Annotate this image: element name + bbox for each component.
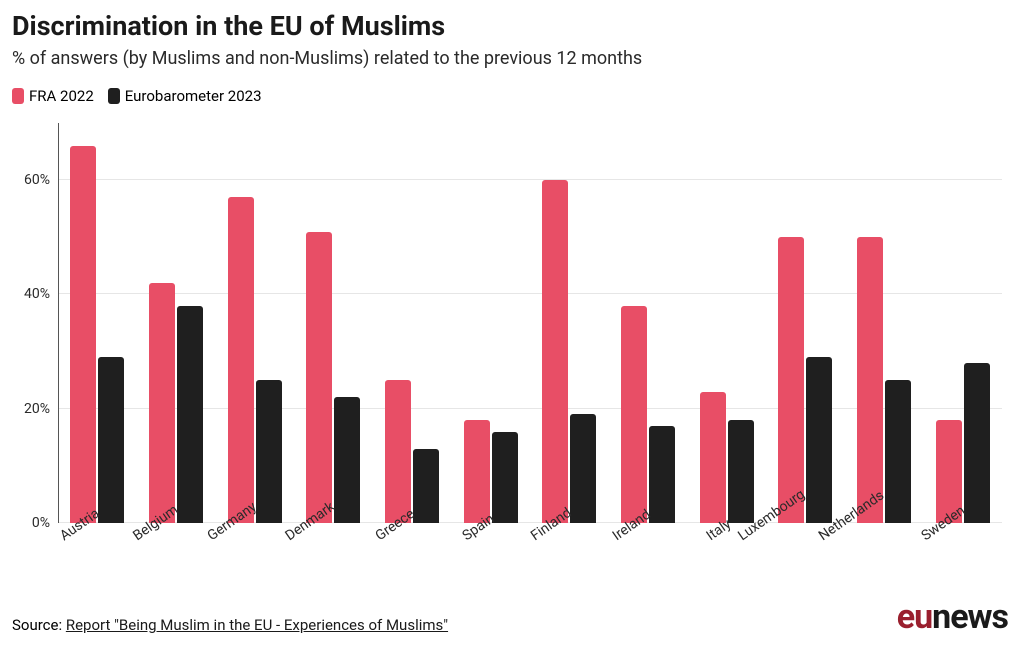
y-tick-label: 60%: [24, 172, 58, 188]
legend-swatch: [108, 88, 120, 104]
bar: [306, 232, 332, 523]
brand-logo: eunews: [897, 600, 1008, 634]
bar-group: [451, 123, 530, 523]
source-prefix: Source:: [12, 616, 66, 634]
chart-title: Discrimination in the EU of Muslims: [12, 10, 1008, 42]
chart-subtitle: % of answers (by Muslims and non-Muslims…: [12, 48, 1008, 69]
bar-group: [845, 123, 924, 523]
bar-group: [294, 123, 373, 523]
source-link[interactable]: Report "Being Muslim in the EU - Experie…: [66, 616, 448, 634]
legend: FRA 2022 Eurobarometer 2023: [12, 87, 1008, 105]
bar: [334, 397, 360, 523]
bar: [728, 420, 754, 523]
bar-group: [687, 123, 766, 523]
legend-item: Eurobarometer 2023: [108, 87, 262, 105]
bar: [857, 237, 883, 523]
bar-group: [137, 123, 216, 523]
brand-primary: eu: [897, 597, 932, 637]
bar: [700, 392, 726, 523]
x-axis-labels: AustriaBelgiumGermanyDenmarkGreeceSpainF…: [58, 523, 1002, 593]
bar: [964, 363, 990, 523]
bar: [778, 237, 804, 523]
bar: [228, 197, 254, 523]
bar-group: [373, 123, 452, 523]
y-tick-label: 0%: [32, 515, 58, 531]
bar-group: [530, 123, 609, 523]
legend-swatch: [12, 88, 24, 104]
brand-secondary: news: [932, 597, 1008, 637]
bar: [570, 414, 596, 523]
bar-group: [609, 123, 688, 523]
legend-label: FRA 2022: [29, 87, 94, 105]
bar: [98, 357, 124, 523]
bar: [256, 380, 282, 523]
bars-container: [58, 123, 1002, 523]
bar: [806, 357, 832, 523]
bar: [621, 306, 647, 523]
source-line: Source: Report "Being Muslim in the EU -…: [12, 616, 448, 634]
bar: [177, 306, 203, 523]
bar-group: [923, 123, 1002, 523]
y-tick-label: 40%: [24, 286, 58, 302]
legend-item: FRA 2022: [12, 87, 94, 105]
bar: [385, 380, 411, 523]
bar: [492, 432, 518, 523]
bar: [149, 283, 175, 523]
legend-label: Eurobarometer 2023: [125, 87, 262, 105]
bar-group: [215, 123, 294, 523]
chart-plot-area: 0%20%40%60%: [58, 123, 1002, 523]
bar: [542, 180, 568, 523]
bar: [464, 420, 490, 523]
bar: [413, 449, 439, 523]
y-tick-label: 20%: [24, 401, 58, 417]
bar-group: [766, 123, 845, 523]
bar-group: [58, 123, 137, 523]
bar: [649, 426, 675, 523]
bar: [70, 146, 96, 523]
bar: [885, 380, 911, 523]
